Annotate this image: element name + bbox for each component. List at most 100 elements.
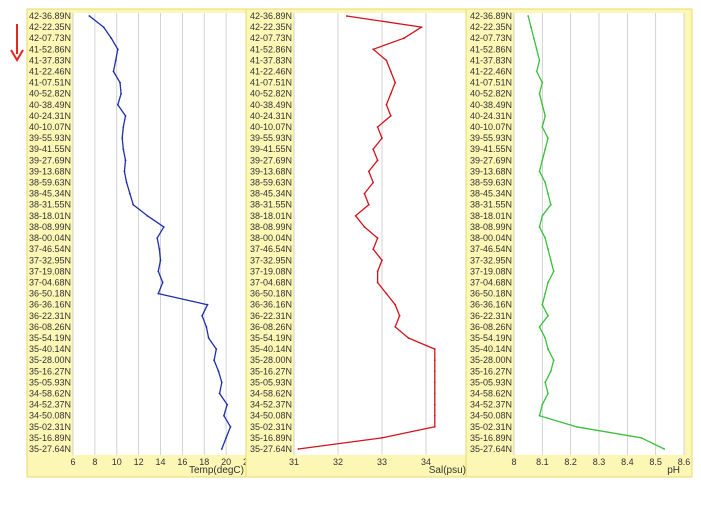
data-point — [124, 115, 127, 117]
latitude-label: 35-28.00N — [250, 355, 292, 365]
x-tick-label: 31 — [289, 457, 299, 467]
latitude-label: 41-22.46N — [29, 67, 71, 77]
latitude-label: 36-08.26N — [250, 322, 292, 332]
latitude-label: 42-07.73N — [470, 33, 512, 43]
data-point — [206, 303, 209, 306]
x-tick-label: 8.4 — [621, 457, 634, 467]
latitude-label: 37-32.95N — [29, 255, 71, 265]
latitude-label: 39-41.55N — [250, 144, 292, 154]
ph-panel: 8 8.1 8.2 8.3 8.4 8.5 8.6 42-36.89N42-22.35N42-… — [465, 8, 693, 478]
data-point — [157, 270, 160, 273]
latitude-label: 36-08.26N — [29, 322, 71, 332]
latitude-label: 37-46.54N — [29, 244, 71, 254]
latitude-label: 40-38.49N — [29, 100, 71, 110]
data-point — [112, 70, 115, 73]
data-point — [385, 103, 388, 106]
latitude-label: 37-04.68N — [29, 277, 71, 287]
data-point — [354, 214, 357, 217]
latitude-label: 41-37.83N — [470, 55, 512, 65]
data-point — [663, 448, 666, 450]
data-point — [372, 148, 375, 151]
data-point — [538, 59, 541, 62]
x-tick-label: 8.2 — [564, 457, 577, 467]
latitude-label: 37-32.95N — [470, 255, 512, 265]
latitude-label: 42-36.89N — [470, 11, 512, 21]
data-point — [535, 48, 538, 51]
latitude-label: 36-22.31N — [29, 311, 71, 321]
data-point — [128, 192, 131, 195]
latitude-label: 41-37.83N — [250, 55, 292, 65]
data-point — [116, 103, 119, 106]
latitude-label: 38-18.01N — [250, 211, 292, 221]
latitude-label: 37-04.68N — [250, 277, 292, 287]
latitude-label: 35-54.19N — [470, 333, 512, 343]
profile-line — [88, 15, 232, 450]
data-point — [122, 126, 125, 128]
data-point — [552, 359, 555, 362]
latitude-label: 35-16.27N — [250, 366, 292, 376]
latitude-label: 38-08.99N — [29, 222, 71, 232]
latitude-label: 38-59.63N — [29, 178, 71, 188]
latitude-label: 35-02.31N — [470, 422, 512, 432]
latitude-label: 39-41.55N — [29, 144, 71, 154]
data-point — [547, 314, 549, 317]
latitude-label: 35-16.89N — [470, 433, 512, 443]
latitude-label: 40-10.07N — [250, 122, 292, 132]
salinity-panel: 313233343542-36.89N42-22.35N42-07.73N41-… — [245, 8, 479, 478]
data-point — [157, 292, 160, 295]
latitude-label: 35-05.93N — [250, 377, 292, 387]
data-point — [88, 15, 91, 17]
data-point — [541, 81, 544, 84]
data-point — [376, 159, 379, 162]
latitude-label: 38-08.99N — [470, 222, 512, 232]
data-point — [549, 203, 552, 206]
latitude-label: 34-50.08N — [470, 411, 512, 421]
data-point — [403, 37, 405, 40]
x-axis-title: pH — [667, 465, 680, 476]
latitude-label: 35-27.64N — [29, 444, 71, 454]
latitude-label: 35-16.89N — [29, 433, 71, 443]
latitude-label: 42-36.89N — [29, 11, 71, 21]
latitude-label: 35-28.00N — [470, 355, 512, 365]
x-tick-label: 12 — [134, 457, 144, 467]
latitude-label: 41-07.51N — [250, 78, 292, 88]
latitude-label: 35-02.31N — [250, 422, 292, 432]
data-point — [363, 226, 366, 228]
latitude-label: 39-13.68N — [29, 166, 71, 176]
x-tick-label: 14 — [155, 457, 165, 467]
data-point — [544, 237, 547, 239]
x-axis-title: Temp(degC) — [189, 465, 244, 476]
data-point — [205, 325, 208, 328]
latitude-label: 34-52.37N — [29, 400, 71, 410]
x-tick-label: 8.3 — [593, 457, 606, 467]
data-point — [229, 425, 232, 428]
data-point — [218, 392, 221, 395]
data-point — [376, 126, 379, 128]
latitude-label: 35-05.93N — [29, 377, 71, 387]
latitude-label: 36-50.18N — [29, 289, 71, 299]
latitude-label: 34-52.37N — [250, 400, 292, 410]
latitude-label: 36-50.18N — [470, 289, 512, 299]
arrow-head — [10, 49, 24, 62]
data-point — [527, 15, 530, 17]
data-point — [367, 203, 370, 206]
data-point — [541, 159, 544, 162]
latitude-label: 40-52.82N — [29, 89, 71, 99]
latitude-label: 41-07.51N — [470, 78, 512, 88]
latitude-label: 40-24.31N — [470, 111, 512, 121]
data-point — [213, 359, 215, 362]
data-point — [120, 92, 123, 95]
latitude-label: 40-38.49N — [250, 100, 292, 110]
x-tick-label: 16 — [177, 457, 187, 467]
data-point — [376, 270, 379, 273]
latitude-label: 42-36.89N — [250, 11, 292, 21]
latitude-label: 35-05.93N — [470, 377, 512, 387]
data-point — [433, 381, 436, 384]
latitude-label: 37-04.68N — [470, 277, 512, 287]
latitude-label: 38-59.63N — [470, 178, 512, 188]
latitude-label: 41-07.51N — [29, 78, 71, 88]
data-point — [552, 270, 555, 273]
latitude-label: 38-45.34N — [250, 189, 292, 199]
data-point — [433, 403, 436, 406]
